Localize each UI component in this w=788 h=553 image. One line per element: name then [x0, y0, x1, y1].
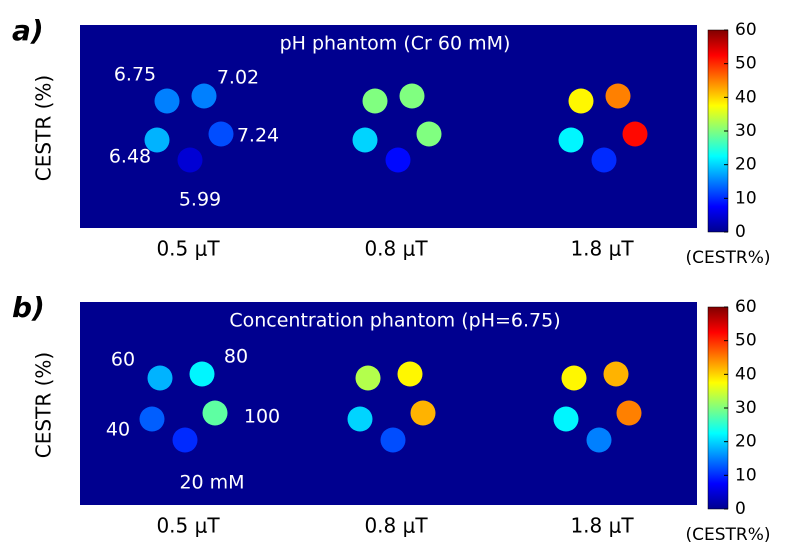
vial	[140, 407, 165, 432]
vial	[178, 148, 203, 173]
colorbar-tick-label: 40	[735, 87, 757, 107]
y-axis-label: CESTR (%)	[32, 75, 56, 181]
vial	[623, 122, 648, 147]
vial	[569, 89, 594, 114]
vial	[381, 428, 406, 453]
colorbar-tick-label: 60	[735, 297, 757, 317]
colorbar-tick-label: 30	[735, 398, 757, 418]
vial-label: 100	[244, 406, 280, 428]
panel-title: Concentration phantom (pH=6.75)	[229, 310, 560, 332]
vial	[148, 366, 173, 391]
colorbar-tick-label: 0	[735, 499, 746, 519]
colorbar-tick-label: 50	[735, 54, 757, 74]
vial	[398, 362, 423, 387]
colorbar-label: (CESTR%)	[685, 248, 770, 268]
image-background	[80, 25, 697, 228]
vial-label: 5.99	[179, 189, 221, 211]
vial	[411, 401, 436, 426]
vial	[587, 428, 612, 453]
vial	[417, 122, 442, 147]
vial	[592, 148, 617, 173]
vial	[400, 84, 425, 109]
vial	[155, 89, 180, 114]
vial	[559, 128, 584, 153]
vial-label: 80	[224, 346, 248, 368]
page: {"panels": [ {"label": "a)", "title": "p…	[0, 0, 788, 553]
colorbar-tick-label: 0	[735, 222, 746, 242]
field-label: 0.8 μT	[364, 514, 428, 538]
vial	[209, 122, 234, 147]
vial-label: 7.02	[217, 67, 259, 89]
vial	[562, 366, 587, 391]
figure: a) pH phantom (Cr 60 mM) CESTR (%) 0.5 μT 0.…	[0, 0, 788, 553]
colorbar-tick-label: 60	[735, 20, 757, 40]
vial-label: 6.48	[109, 146, 151, 168]
vial	[353, 128, 378, 153]
vial	[203, 401, 228, 426]
panel-label: a)	[12, 14, 44, 47]
vial	[606, 84, 631, 109]
vial	[348, 407, 373, 432]
vial	[604, 362, 629, 387]
vial-label: 40	[106, 419, 130, 441]
vial-label: 60	[111, 349, 135, 371]
colorbar-tick-label: 20	[735, 155, 757, 175]
colorbar-label: (CESTR%)	[685, 525, 770, 545]
field-label: 1.8 μT	[570, 237, 634, 261]
vial	[554, 407, 579, 432]
vial	[190, 362, 215, 387]
vial-label: 6.75	[114, 64, 156, 86]
vial	[356, 366, 381, 391]
colorbar-tick-label: 20	[735, 432, 757, 452]
vial	[386, 148, 411, 173]
vial-label: 7.24	[237, 125, 279, 147]
panel-label: b)	[12, 291, 45, 324]
field-label: 0.5 μT	[156, 514, 220, 538]
vial	[173, 428, 198, 453]
vial-label: 20 mM	[179, 472, 244, 494]
field-label: 0.8 μT	[364, 237, 428, 261]
colorbar-tick-label: 10	[735, 188, 757, 208]
vial	[363, 89, 388, 114]
vial	[192, 84, 217, 109]
field-label: 0.5 μT	[156, 237, 220, 261]
field-label: 1.8 μT	[570, 514, 634, 538]
vial	[617, 401, 642, 426]
image-background	[80, 302, 697, 505]
panel-title: pH phantom (Cr 60 mM)	[280, 33, 511, 55]
colorbar-tick-label: 50	[735, 331, 757, 351]
colorbar-tick-label: 30	[735, 121, 757, 141]
colorbar-tick-label: 40	[735, 364, 757, 384]
y-axis-label: CESTR (%)	[32, 352, 56, 458]
colorbar-tick-label: 10	[735, 465, 757, 485]
